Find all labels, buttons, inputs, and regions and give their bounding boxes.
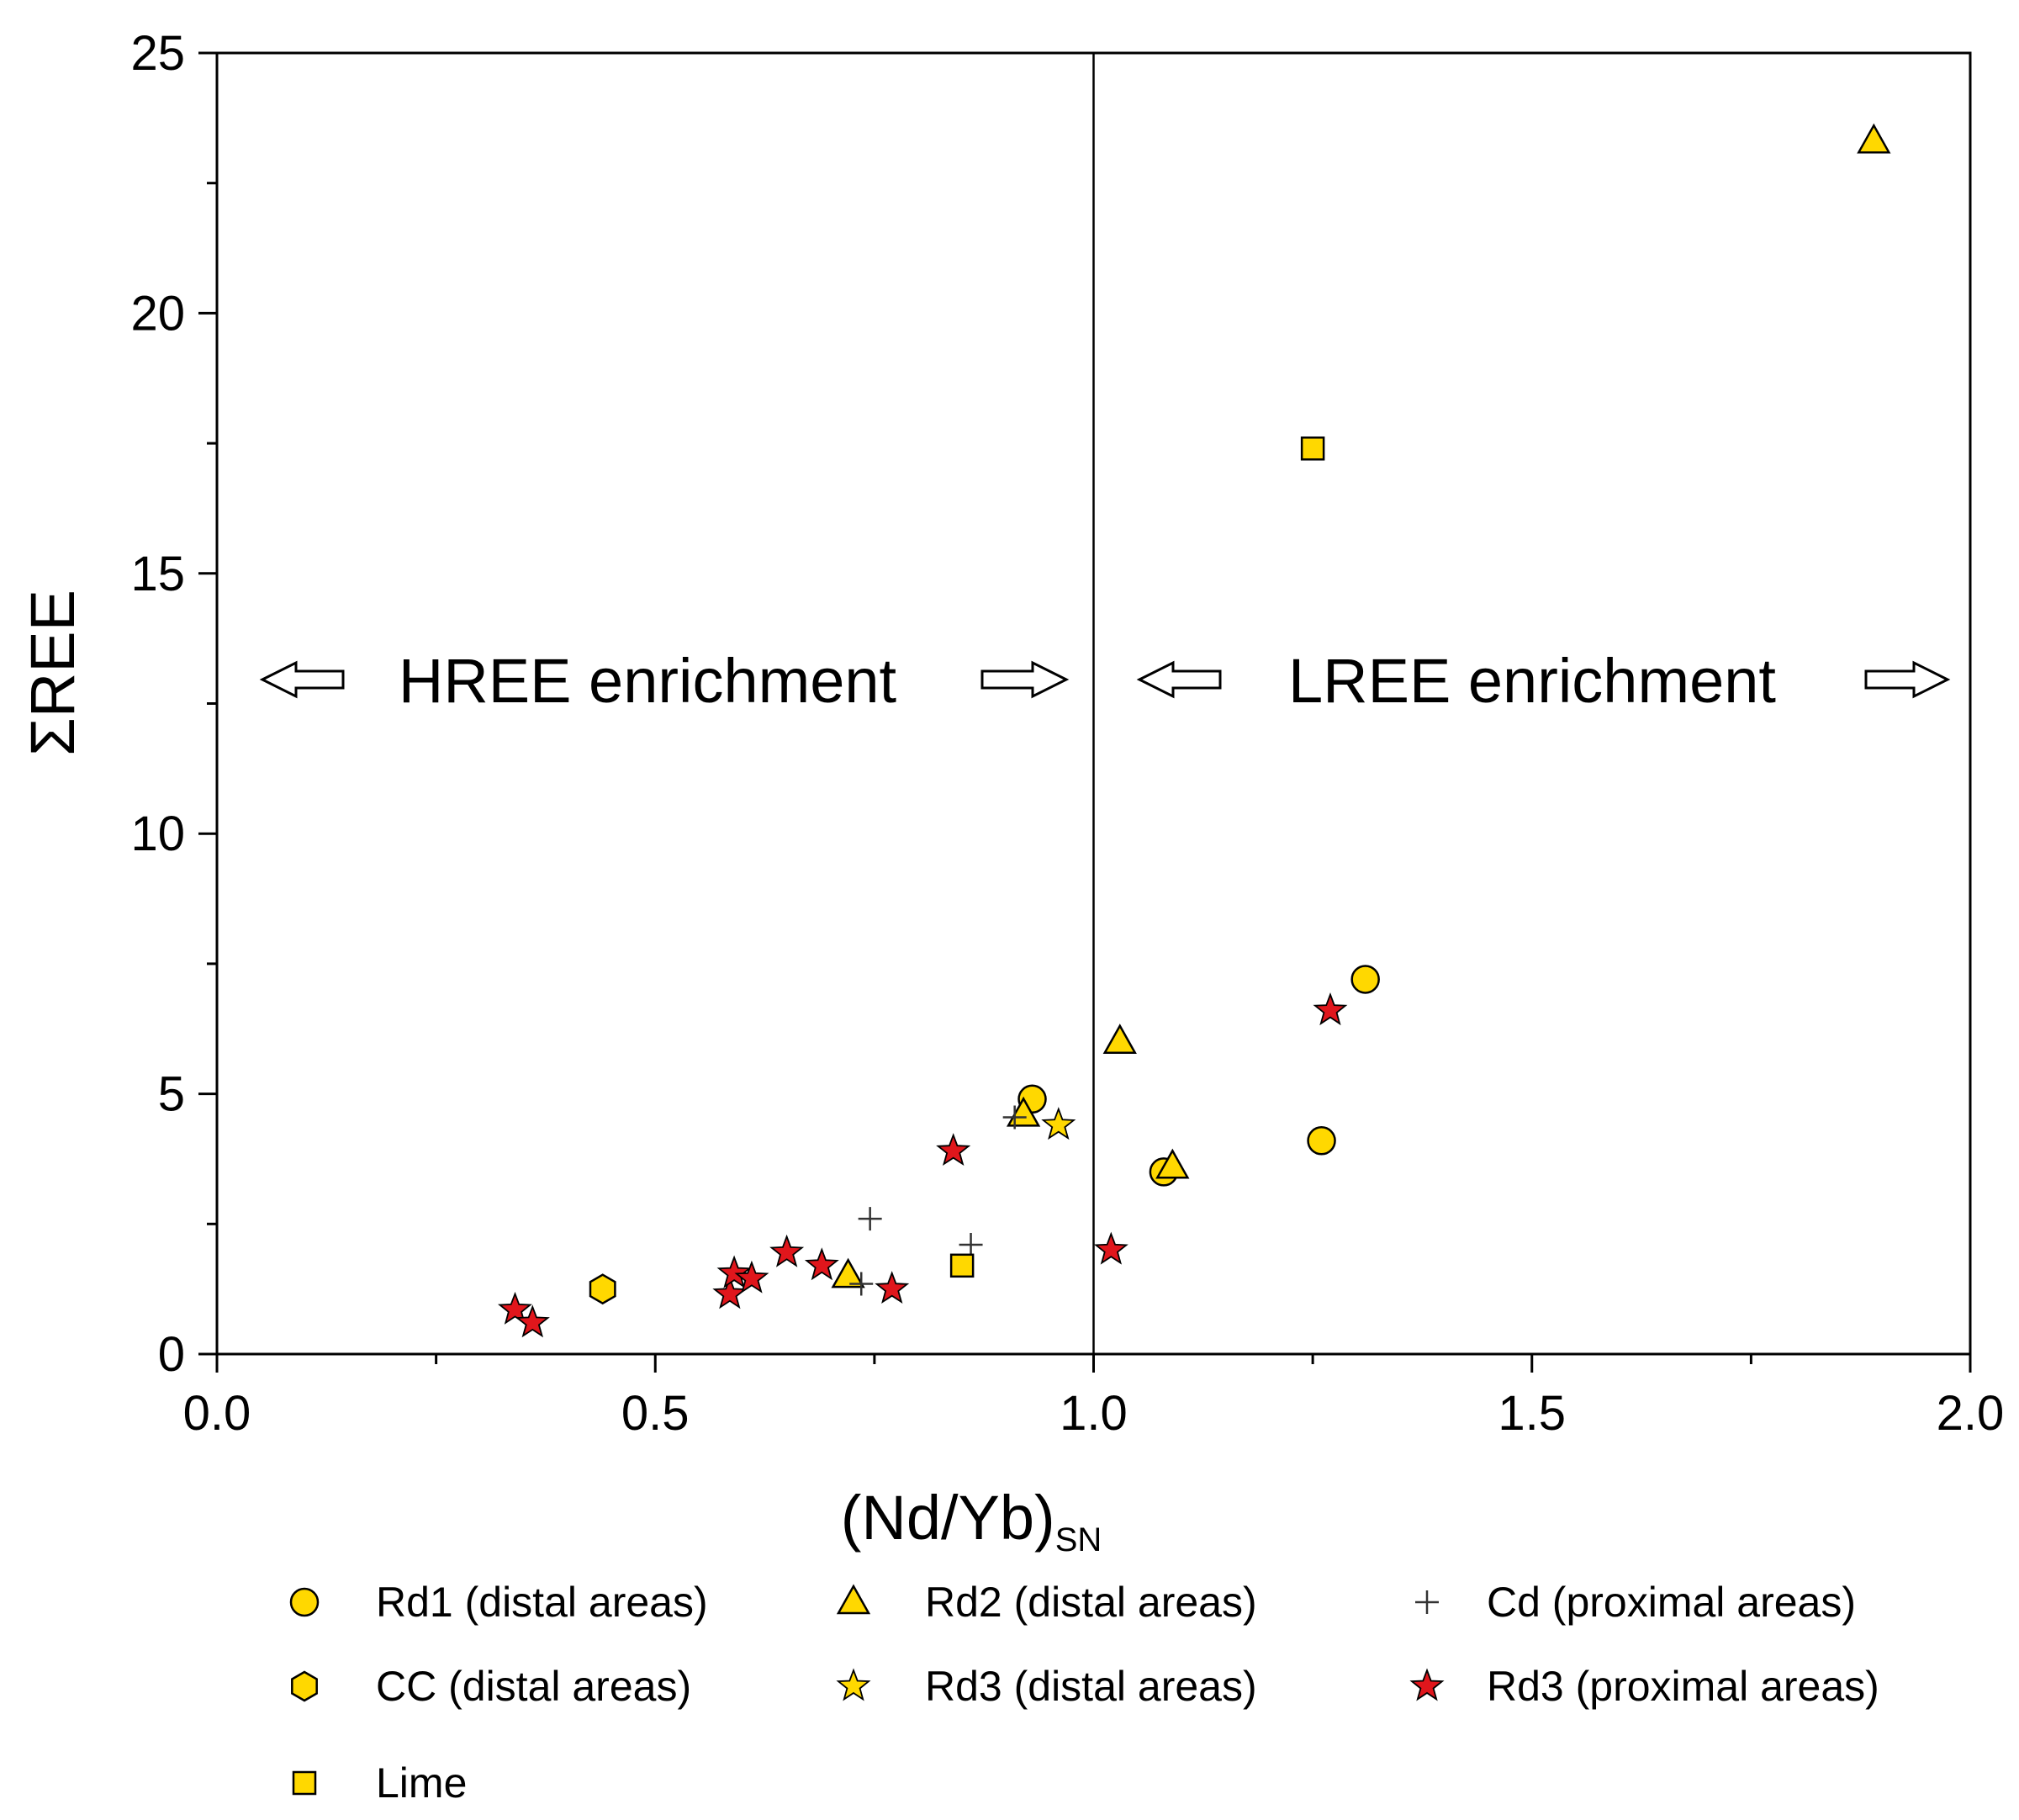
series-4 — [1041, 1107, 1076, 1140]
x-tick-label: 1.0 — [1060, 1386, 1128, 1441]
legend-label-cc: CC (distal areas) — [376, 1663, 691, 1710]
legend-marker — [836, 1584, 871, 1615]
legend-label-cd: Cd (proximal areas) — [1487, 1579, 1856, 1626]
data-point — [875, 1271, 910, 1304]
hree-annotation: HREE enrichment — [259, 646, 1070, 716]
hree-right-arrow — [980, 660, 1070, 699]
lree-right-arrow — [1864, 660, 1951, 699]
y-tick-label: 25 — [130, 26, 185, 81]
series-0 — [1017, 965, 1380, 1187]
data-point — [515, 1304, 550, 1338]
data-point — [949, 1253, 975, 1278]
y-tick-label: 20 — [130, 286, 185, 341]
data-point — [1350, 965, 1380, 994]
x-tick-label: 0.5 — [621, 1386, 690, 1441]
legend-label-rd1: Rd1 (distal areas) — [376, 1579, 708, 1626]
lree-left-arrow — [1136, 660, 1222, 699]
legend-marker — [1409, 1668, 1445, 1701]
legend-item-cc: CC (distal areas) — [291, 1663, 691, 1710]
series-1 — [831, 123, 1891, 1288]
data-point — [1300, 436, 1325, 461]
legend-marker-square — [292, 1770, 317, 1796]
legend-marker-star — [1409, 1668, 1445, 1701]
data-point — [1857, 123, 1891, 154]
y-axis: 0 5 10 15 20 25 — [130, 26, 217, 1382]
series-6 — [949, 436, 1325, 1278]
legend-item-rd3-distal: Rd3 (distal areas) — [836, 1663, 1257, 1710]
data-point — [1313, 992, 1348, 1026]
legend-marker — [291, 1670, 318, 1702]
data-point — [804, 1247, 839, 1281]
data-point — [734, 1260, 769, 1294]
data-point — [1041, 1107, 1076, 1140]
legend-marker — [289, 1587, 320, 1617]
lree-annotation: LREE enrichment — [1136, 646, 1951, 716]
data-point — [1002, 1105, 1027, 1130]
data-point — [831, 1257, 865, 1288]
legend-label-lime: Lime — [376, 1759, 467, 1807]
legend-marker-star — [836, 1668, 871, 1701]
legend-label-rd3-distal: Rd3 (distal areas) — [925, 1663, 1257, 1710]
data-point — [716, 1255, 752, 1288]
data-point — [589, 1273, 616, 1305]
series-5 — [497, 992, 1348, 1338]
legend-marker-hexagon — [291, 1670, 318, 1702]
data-point — [936, 1133, 971, 1167]
data-point — [959, 1233, 983, 1257]
data-point — [858, 1207, 882, 1231]
x-tick-label: 2.0 — [1937, 1386, 2005, 1441]
data-point — [712, 1276, 748, 1309]
legend-marker — [1415, 1590, 1439, 1614]
x-axis: 0.0 0.5 1.0 1.5 2.0 — [183, 1354, 2005, 1441]
data-point — [1307, 1126, 1336, 1156]
data-point — [1006, 1096, 1041, 1127]
data-point — [1093, 1231, 1128, 1265]
x-axis-title-main: (Nd/Yb) — [841, 1483, 1055, 1553]
hree-left-arrow — [259, 660, 345, 699]
legend-label-rd2: Rd2 (distal areas) — [925, 1579, 1257, 1626]
y-tick-label: 15 — [130, 547, 185, 601]
data-point — [849, 1272, 874, 1296]
y-axis-title: ΣREE — [18, 590, 87, 756]
legend-item-rd2: Rd2 (distal areas) — [836, 1579, 1257, 1626]
legend-label-rd3-proximal: Rd3 (proximal areas) — [1487, 1663, 1879, 1710]
legend-marker-plus — [1415, 1590, 1439, 1614]
x-tick-label: 1.5 — [1498, 1386, 1566, 1441]
y-tick-label: 5 — [158, 1067, 185, 1122]
series-3 — [589, 1273, 616, 1305]
legend-item-lime: Lime — [292, 1759, 467, 1807]
legend-marker-circle — [289, 1587, 320, 1617]
legend-marker — [836, 1668, 871, 1701]
data-points — [497, 123, 1891, 1338]
legend-item-rd3-proximal: Rd3 (proximal areas) — [1409, 1663, 1879, 1710]
data-point — [769, 1234, 805, 1267]
y-tick-label: 10 — [130, 807, 185, 861]
data-point — [1102, 1024, 1137, 1054]
legend-marker-triangle — [836, 1584, 871, 1615]
x-axis-title-subscript: SN — [1055, 1521, 1102, 1558]
data-point — [497, 1291, 532, 1325]
x-tick-label: 0.0 — [183, 1386, 251, 1441]
legend: Rd1 (distal areas) Rd2 (distal areas) Cd… — [289, 1579, 1879, 1807]
data-point — [1155, 1148, 1190, 1179]
legend-marker — [292, 1770, 317, 1796]
lree-label: LREE enrichment — [1288, 646, 1776, 716]
legend-item-cd: Cd (proximal areas) — [1415, 1579, 1856, 1626]
y-tick-label: 0 — [158, 1327, 185, 1382]
x-axis-title: (Nd/Yb)SN — [841, 1483, 1102, 1558]
hree-label: HREE enrichment — [399, 646, 897, 716]
series-2 — [849, 1105, 1027, 1296]
legend-item-rd1: Rd1 (distal areas) — [289, 1579, 708, 1626]
